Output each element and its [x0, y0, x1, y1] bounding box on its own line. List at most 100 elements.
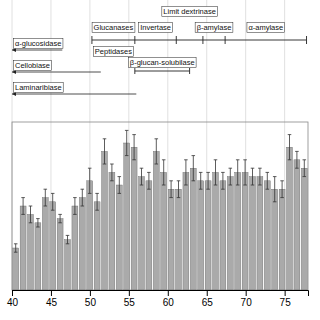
error-bar-cap: [192, 180, 196, 181]
range-bar-tick: [306, 36, 307, 44]
error-bar: [29, 206, 33, 223]
error-bar-cap: [73, 197, 77, 198]
error-bar-cap: [110, 164, 114, 165]
error-bar: [118, 177, 122, 194]
x-tick-label: 70: [241, 297, 253, 308]
annotation: α-amylase: [247, 23, 285, 33]
error-bar-line: [52, 193, 53, 210]
x-tick: 65: [202, 290, 214, 308]
error-bar: [243, 160, 247, 185]
bar: [153, 151, 159, 290]
error-bar: [140, 168, 144, 185]
error-bar: [251, 168, 255, 185]
bar: [146, 181, 152, 290]
bar: [50, 202, 56, 290]
x-tick-label: 50: [85, 297, 97, 308]
error-bar-cap: [199, 189, 203, 190]
error-bar-line: [60, 214, 61, 222]
error-bar-cap: [206, 189, 210, 190]
annotation-box: [14, 39, 63, 49]
annotation-box: [195, 23, 233, 33]
plot-area: [13, 130, 308, 290]
error-bar: [303, 160, 307, 177]
error-bar-cap: [147, 172, 151, 173]
annotation: Invertase: [139, 23, 173, 33]
error-bar-cap: [155, 138, 159, 139]
bar: [257, 177, 263, 290]
error-bar: [125, 130, 129, 155]
error-bar-cap: [266, 189, 270, 190]
error-bar-line: [200, 172, 201, 189]
error-bar-cap: [303, 176, 307, 177]
error-bar-cap: [169, 180, 173, 181]
error-bar: [273, 177, 277, 202]
error-bar: [162, 160, 166, 185]
error-bar-line: [111, 164, 112, 181]
error-bar-cap: [103, 138, 107, 139]
annotation-text: Laminaribiase: [15, 83, 62, 92]
error-bar-cap: [169, 197, 173, 198]
error-bar: [229, 168, 233, 185]
error-bar-line: [237, 160, 238, 185]
bar: [198, 181, 204, 290]
error-bar-line: [304, 160, 305, 177]
error-bar-cap: [229, 168, 233, 169]
error-bar-line: [15, 244, 16, 252]
range-bar-tick: [134, 36, 135, 44]
error-bar-cap: [177, 180, 181, 181]
bar: [116, 185, 122, 290]
bar: [13, 248, 19, 290]
error-bar-line: [230, 168, 231, 185]
error-bar-cap: [184, 159, 188, 160]
x-tick: 45: [46, 290, 58, 308]
error-bar-cap: [280, 197, 284, 198]
annotation: Peptidases: [93, 47, 133, 57]
x-tick-label: 75: [280, 297, 292, 308]
error-bar-cap: [288, 159, 292, 160]
error-bar-line: [193, 156, 194, 181]
bar: [168, 189, 174, 290]
error-bar-cap: [147, 189, 151, 190]
x-tick-label: 45: [46, 297, 58, 308]
arrow: [12, 94, 136, 95]
annotation-text: β-glucan-solubilase: [130, 58, 195, 67]
error-bar-cap: [140, 168, 144, 169]
range-bar-tick: [202, 36, 203, 44]
annotation-box: [14, 83, 64, 93]
range-bar: [92, 40, 307, 41]
error-bar-cap: [273, 201, 277, 202]
error-bar: [169, 181, 173, 198]
error-bar: [199, 172, 203, 189]
chart: 4045505560657075GlucanasesPeptidasesInve…: [0, 0, 320, 320]
bar: [131, 147, 137, 290]
error-bar-cap: [66, 235, 70, 236]
error-bar-line: [222, 172, 223, 189]
x-tick: 60: [163, 290, 175, 308]
error-bar-line: [97, 193, 98, 210]
error-bar: [73, 198, 77, 215]
annotation: β-glucan-solubilase: [128, 58, 196, 68]
x-tick-mark: [12, 290, 13, 296]
annotation-box: [128, 58, 196, 68]
error-bar-line: [252, 168, 253, 185]
error-bar-cap: [88, 168, 92, 169]
error-bar-line: [296, 151, 297, 168]
error-bar-cap: [162, 185, 166, 186]
error-bar-cap: [125, 155, 129, 156]
error-bar-cap: [295, 168, 299, 169]
error-bar-line: [82, 189, 83, 206]
error-bar-line: [178, 181, 179, 198]
error-bar-cap: [14, 252, 18, 253]
arrow: [12, 50, 62, 51]
error-bar: [295, 151, 299, 168]
error-bar-cap: [73, 214, 77, 215]
bar: [35, 223, 41, 290]
bar: [79, 198, 85, 290]
x-tick-label: 65: [202, 297, 214, 308]
error-bar-line: [274, 177, 275, 202]
range-bar-tick: [225, 36, 226, 44]
bar: [250, 177, 256, 290]
annotation-text: Glucanases: [94, 23, 134, 32]
error-bar-cap: [88, 193, 92, 194]
error-bar-line: [148, 172, 149, 189]
